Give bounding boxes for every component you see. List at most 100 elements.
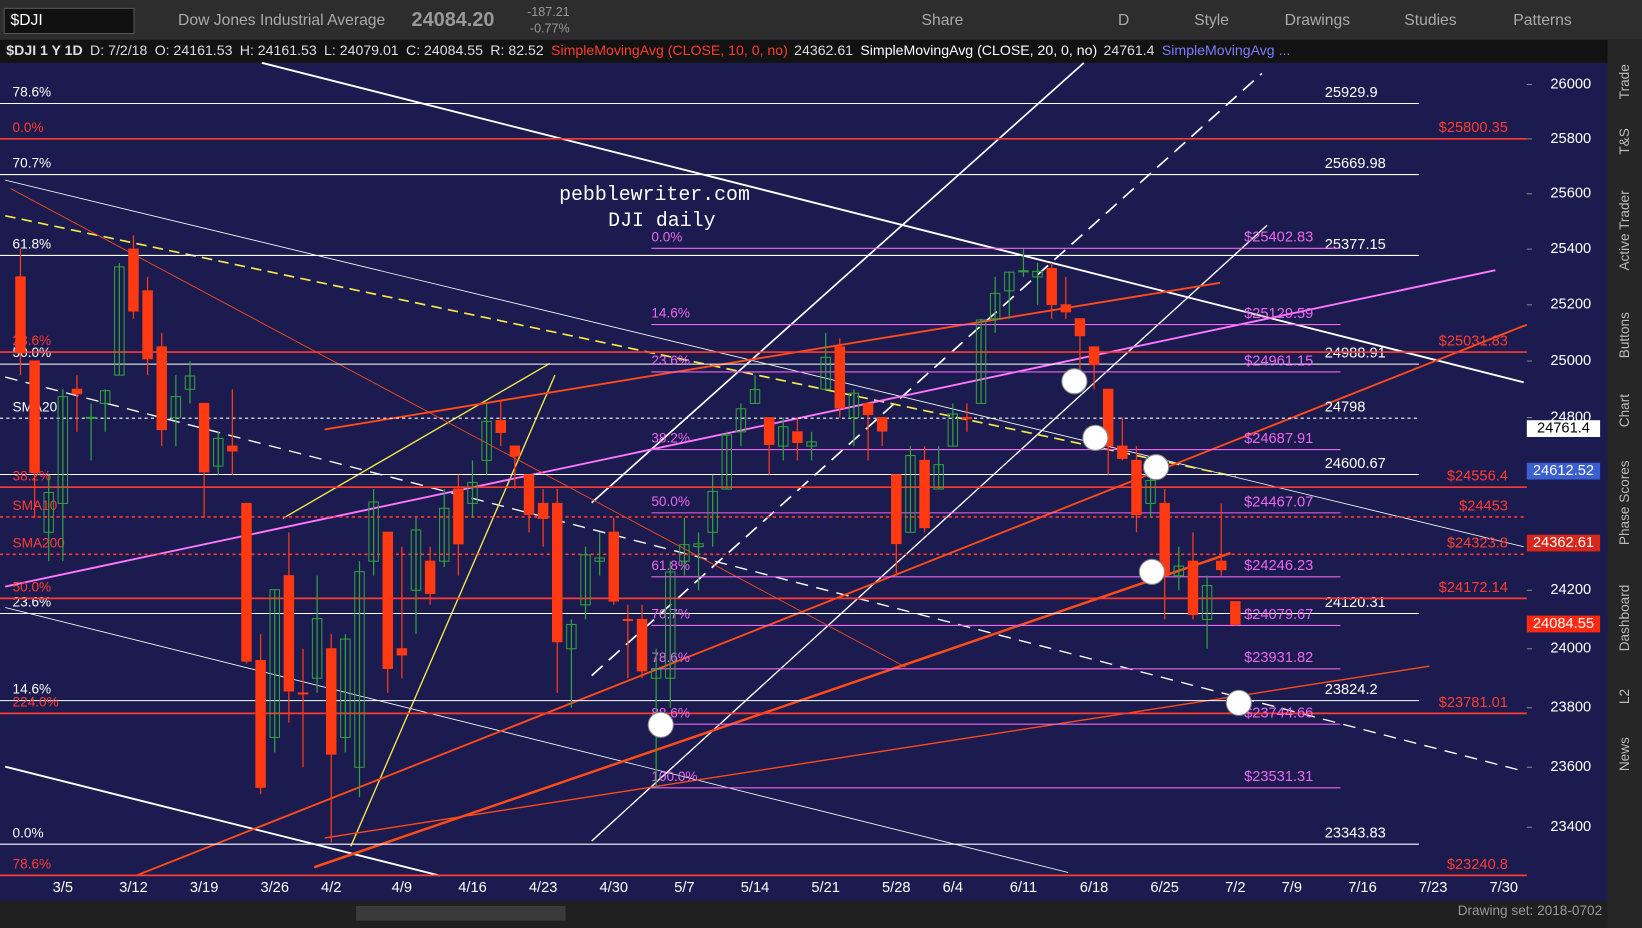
candle-body: [1074, 318, 1086, 337]
trendlines: [5, 61, 1528, 877]
candle-body: [650, 668, 662, 679]
trendline: [5, 179, 1524, 548]
candle-body: [170, 396, 182, 419]
candle-body: [99, 390, 111, 404]
x-tick-label: 6/18: [1080, 880, 1109, 896]
trendline: [591, 224, 1268, 842]
symbol-box[interactable]: [3, 7, 135, 35]
side-tab[interactable]: Dashboard: [1617, 585, 1632, 652]
x-tick-label: 7/23: [1419, 880, 1448, 896]
candle-body: [721, 434, 733, 490]
candle-body: [622, 618, 634, 622]
candle-body: [1159, 502, 1170, 576]
candle-body: [947, 413, 959, 447]
toolbar-button[interactable]: Style: [1194, 12, 1229, 29]
level-label: 23824.2: [1325, 682, 1378, 698]
level-label: 24988.91: [1325, 346, 1386, 362]
level-tag: 23.6%: [651, 353, 690, 368]
candle-body: [523, 474, 535, 515]
candle-body: [665, 571, 676, 679]
candle-body: [1131, 459, 1142, 516]
candle-body: [763, 417, 775, 445]
header-bar: [0, 39, 1642, 63]
x-tick-label: 3/5: [53, 880, 73, 896]
side-tab[interactable]: Buttons: [1617, 312, 1632, 358]
side-tab[interactable]: Active Trader: [1617, 190, 1632, 271]
candle-body: [198, 402, 210, 473]
toolbar-button[interactable]: D: [1118, 12, 1129, 29]
candle-body: [396, 648, 408, 656]
candle-body: [509, 445, 521, 457]
candle-body: [1102, 388, 1114, 447]
pivot-circle: [1061, 368, 1088, 395]
level-label: 24600.67: [1325, 456, 1386, 472]
side-tab[interactable]: News: [1617, 737, 1632, 771]
level-label: $24467.07: [1244, 494, 1313, 510]
level-label: $23531.31: [1244, 769, 1313, 785]
candle-body: [594, 557, 605, 562]
level-tag: 0.0%: [651, 229, 682, 244]
candle-body: [29, 360, 40, 473]
candle-body: [410, 529, 422, 591]
candle-body: [975, 319, 987, 404]
level-tag: 14.6%: [651, 306, 690, 321]
trendline: [591, 72, 1263, 677]
price-marker-label: 24362.61: [1533, 535, 1594, 551]
side-tab[interactable]: Trade: [1617, 64, 1632, 99]
study-label: SimpleMovingAvg ...: [1162, 42, 1290, 58]
candle-body: [1117, 445, 1128, 459]
candle-body: [368, 501, 379, 562]
candle-body: [1230, 601, 1241, 625]
candle-body: [297, 692, 309, 695]
scroll-thumb[interactable]: [356, 906, 566, 921]
candle-body: [1201, 585, 1213, 620]
candle-body: [467, 481, 478, 504]
x-tick-label: 4/30: [600, 880, 629, 896]
toolbar-button[interactable]: Share: [922, 12, 964, 29]
toolbar-button[interactable]: Drawings: [1285, 12, 1351, 29]
y-tick-label: 25400: [1550, 241, 1591, 257]
side-tab[interactable]: L2: [1617, 689, 1632, 704]
toolbar-button[interactable]: Studies: [1404, 12, 1456, 29]
header-item: L: 24079.01: [324, 42, 399, 58]
x-tick-label: 7/2: [1225, 880, 1245, 896]
price-marker-label: 24084.55: [1533, 616, 1594, 632]
level-tag: 78.6%: [13, 857, 52, 872]
side-tab[interactable]: T&S: [1617, 128, 1632, 154]
candle-body: [43, 491, 54, 533]
last-price: 24084.20: [412, 9, 495, 31]
x-tick-label: 5/14: [741, 880, 770, 896]
candle-body: [382, 531, 393, 670]
candle-body: [919, 459, 930, 529]
level-tag: 38.2%: [651, 431, 690, 446]
trendline: [261, 61, 1524, 384]
study-label: SimpleMovingAvg (CLOSE, 20, 0, no): [860, 42, 1097, 58]
candle-body: [735, 408, 747, 433]
level-label: $23781.01: [1439, 695, 1508, 711]
side-tab[interactable]: Phase Scores: [1617, 460, 1632, 545]
side-panel: [1607, 39, 1642, 928]
change: -187.21: [527, 5, 570, 19]
y-tick-label: 25200: [1550, 297, 1591, 313]
candle-body: [552, 502, 563, 643]
x-tick-label: 4/2: [321, 880, 341, 896]
level-tag: 50.0%: [13, 580, 52, 595]
candle-body: [1032, 270, 1043, 278]
side-tab[interactable]: Chart: [1617, 394, 1632, 428]
toolbar-button[interactable]: Patterns: [1513, 12, 1572, 29]
trendline: [5, 269, 1496, 588]
level-label: 24798: [1325, 400, 1366, 416]
candle-body: [778, 426, 789, 447]
x-tick-label: 7/9: [1282, 880, 1302, 896]
level-tag: 38.2%: [13, 468, 52, 483]
level-label: $23744.66: [1244, 706, 1313, 722]
level-label: $24453: [1459, 498, 1508, 514]
level-tag: SMA200: [13, 535, 66, 550]
price-marker: [1526, 615, 1601, 633]
candle-body: [57, 396, 69, 504]
level-tag: 14.6%: [13, 682, 52, 697]
level-label: 25929.9: [1325, 85, 1378, 101]
y-tick-label: 25800: [1550, 131, 1591, 147]
plot-area: [0, 62, 1527, 876]
